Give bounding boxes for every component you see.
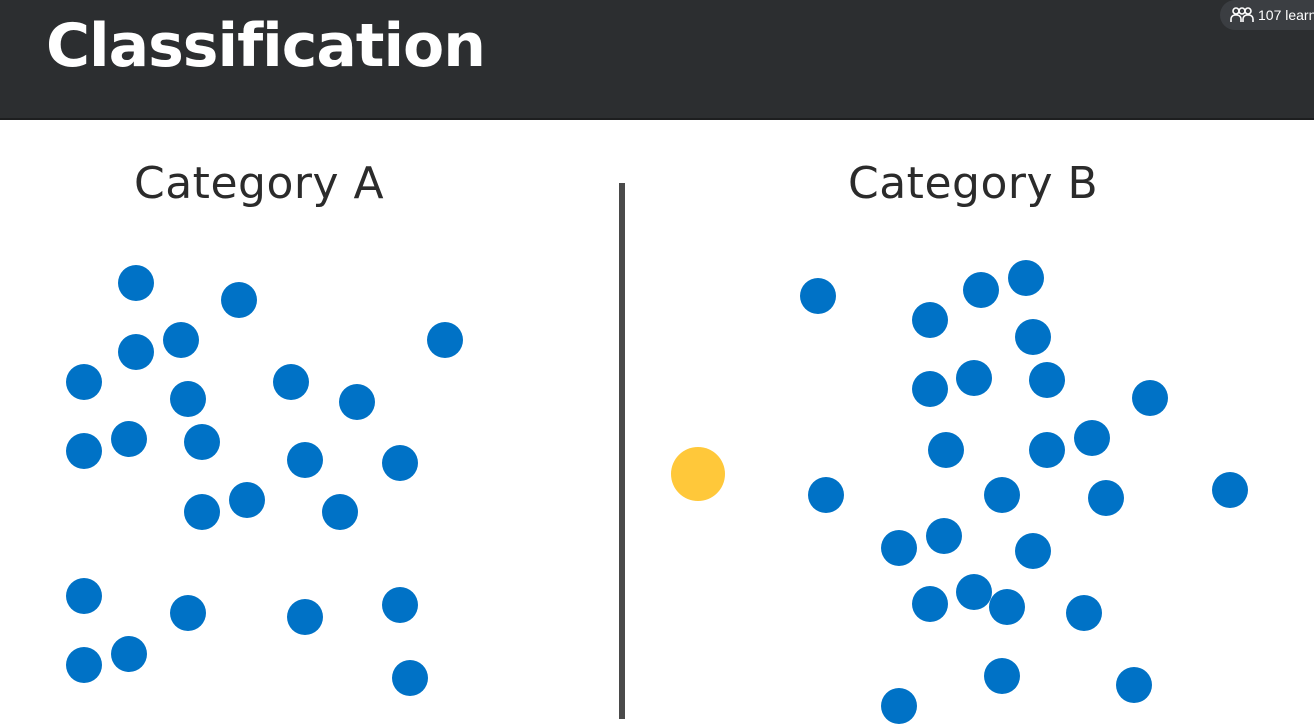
category-a-point xyxy=(184,494,220,530)
category-b-point xyxy=(1066,595,1102,631)
category-a-point xyxy=(322,494,358,530)
category-a-label: Category A xyxy=(134,158,385,209)
category-b-point xyxy=(912,586,948,622)
category-b-label: Category B xyxy=(848,158,1099,209)
category-a-point xyxy=(273,364,309,400)
category-b-point xyxy=(1029,362,1065,398)
category-b-point xyxy=(1074,420,1110,456)
category-b-point xyxy=(984,477,1020,513)
category-b-point xyxy=(1132,380,1168,416)
category-a-point xyxy=(184,424,220,460)
category-a-point xyxy=(111,421,147,457)
category-a-point xyxy=(382,445,418,481)
category-b-point xyxy=(881,530,917,566)
slide-title: Classification xyxy=(46,11,486,81)
category-a-point xyxy=(382,587,418,623)
category-a-point xyxy=(111,636,147,672)
category-b-point xyxy=(1008,260,1044,296)
category-a-point xyxy=(66,364,102,400)
category-b-point xyxy=(912,302,948,338)
category-b-point xyxy=(1088,480,1124,516)
category-b-point xyxy=(1116,667,1152,703)
category-a-point xyxy=(66,647,102,683)
category-b-point xyxy=(1015,319,1051,355)
slide-header: Classification 107 learn xyxy=(0,0,1314,120)
category-a-point xyxy=(287,599,323,635)
category-a-point xyxy=(229,482,265,518)
category-b-point xyxy=(926,518,962,554)
category-a-point xyxy=(66,433,102,469)
category-a-point xyxy=(339,384,375,420)
category-a-point xyxy=(66,578,102,614)
category-a-point xyxy=(170,381,206,417)
category-b-point xyxy=(912,371,948,407)
category-b-point xyxy=(1212,472,1248,508)
category-b-point xyxy=(963,272,999,308)
unclassified-point xyxy=(671,447,725,501)
category-b-point xyxy=(956,574,992,610)
category-b-point xyxy=(1015,533,1051,569)
category-a-point xyxy=(118,334,154,370)
category-divider xyxy=(619,183,625,719)
category-a-point xyxy=(221,282,257,318)
category-b-point xyxy=(989,589,1025,625)
category-a-point xyxy=(392,660,428,696)
learners-count-text: 107 learn xyxy=(1258,7,1314,23)
category-b-point xyxy=(800,278,836,314)
people-icon xyxy=(1230,7,1254,22)
category-b-point xyxy=(956,360,992,396)
category-b-point xyxy=(1029,432,1065,468)
category-a-point xyxy=(163,322,199,358)
category-b-point xyxy=(984,658,1020,694)
category-a-point xyxy=(427,322,463,358)
category-b-point xyxy=(928,432,964,468)
category-b-point xyxy=(808,477,844,513)
category-a-point xyxy=(118,265,154,301)
learners-count-badge[interactable]: 107 learn xyxy=(1220,0,1314,30)
category-a-point xyxy=(170,595,206,631)
category-a-point xyxy=(287,442,323,478)
category-b-point xyxy=(881,688,917,724)
